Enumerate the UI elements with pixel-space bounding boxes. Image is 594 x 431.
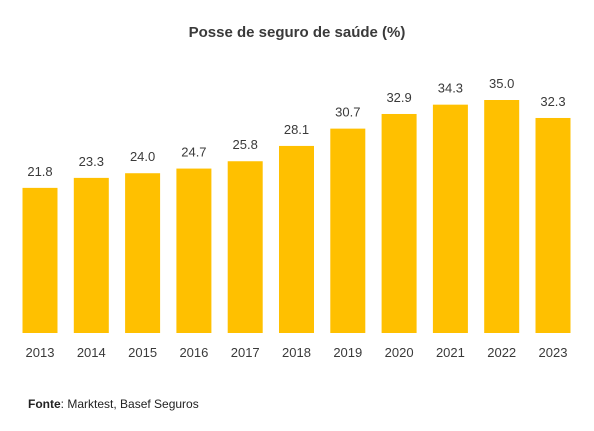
chart-title: Posse de seguro de saúde (%): [188, 24, 406, 41]
x-tick-label-2014: 2014: [77, 345, 106, 360]
x-tick-label-2018: 2018: [282, 345, 311, 360]
x-tick-label-2016: 2016: [179, 345, 208, 360]
value-label-2022: 35.0: [489, 76, 514, 91]
x-tick-label-2015: 2015: [128, 345, 157, 360]
bar-2014: [73, 177, 109, 333]
value-label-2021: 34.3: [438, 81, 463, 96]
x-tick-label-2022: 2022: [487, 345, 516, 360]
source-note: Fonte: Marktest, Basef Seguros: [28, 397, 199, 411]
bar-2021: [432, 104, 468, 333]
x-tick-label-2020: 2020: [385, 345, 414, 360]
value-label-2017: 25.8: [233, 137, 258, 152]
value-label-2019: 30.7: [335, 105, 360, 120]
bar-2017: [227, 161, 263, 333]
source-label: Fonte: [28, 397, 61, 411]
bar-2013: [22, 187, 58, 333]
value-label-2015: 24.0: [130, 149, 155, 164]
bar-2016: [176, 168, 212, 333]
x-tick-label-2023: 2023: [539, 345, 568, 360]
value-label-2020: 32.9: [386, 90, 411, 105]
value-label-2023: 32.3: [540, 94, 565, 109]
bar-2023: [535, 117, 571, 333]
bar-2018: [279, 145, 314, 333]
bar-2022: [484, 100, 520, 333]
value-label-2018: 28.1: [284, 122, 309, 137]
x-tick-label-2017: 2017: [231, 345, 260, 360]
value-label-2016: 24.7: [181, 145, 206, 160]
x-tick-label-2021: 2021: [436, 345, 465, 360]
bar-2019: [330, 128, 366, 333]
bar-2015: [125, 173, 161, 333]
x-tick-label-2013: 2013: [26, 345, 55, 360]
value-label-2013: 21.8: [27, 164, 52, 179]
source-text: : Marktest, Basef Seguros: [60, 397, 199, 411]
x-tick-label-2019: 2019: [333, 345, 362, 360]
bar-2020: [381, 113, 417, 333]
value-label-2014: 23.3: [79, 154, 104, 169]
bar-chart: 21.8 2013 23.3 2014 24.0 2015 24.7 2016 25.8 2017…: [22, 76, 571, 360]
